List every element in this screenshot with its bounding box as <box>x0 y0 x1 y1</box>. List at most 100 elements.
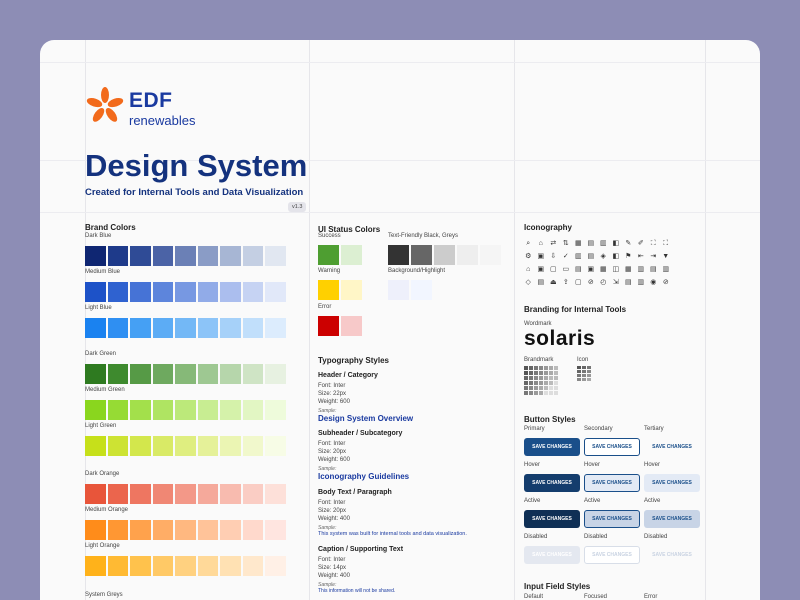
save-changes-button[interactable]: SAVE CHANGES <box>644 510 700 528</box>
color-swatch[interactable] <box>242 520 263 540</box>
color-swatch[interactable] <box>197 364 218 384</box>
color-swatch[interactable] <box>388 245 409 265</box>
color-swatch[interactable] <box>107 400 128 420</box>
color-swatch[interactable] <box>318 280 339 300</box>
color-swatch[interactable] <box>152 246 173 266</box>
color-swatch[interactable] <box>85 556 106 576</box>
color-swatch[interactable] <box>107 484 128 504</box>
color-swatch[interactable] <box>265 520 286 540</box>
color-swatch[interactable] <box>175 484 196 504</box>
color-swatch[interactable] <box>220 364 241 384</box>
color-swatch[interactable] <box>107 364 128 384</box>
color-swatch[interactable] <box>341 245 362 265</box>
color-swatch[interactable] <box>242 318 263 338</box>
color-swatch[interactable] <box>242 484 263 504</box>
color-swatch[interactable] <box>175 520 196 540</box>
color-swatch[interactable] <box>220 520 241 540</box>
color-swatch[interactable] <box>457 245 478 265</box>
save-changes-button[interactable]: SAVE CHANGES <box>524 474 580 492</box>
color-swatch[interactable] <box>152 436 173 456</box>
color-swatch[interactable] <box>130 282 151 302</box>
color-swatch[interactable] <box>220 400 241 420</box>
save-changes-button[interactable]: SAVE CHANGES <box>652 444 692 450</box>
color-swatch[interactable] <box>197 246 218 266</box>
color-swatch[interactable] <box>220 282 241 302</box>
color-swatch[interactable] <box>197 282 218 302</box>
color-swatch[interactable] <box>220 556 241 576</box>
color-swatch[interactable] <box>242 436 263 456</box>
save-changes-button[interactable]: SAVE CHANGES <box>644 474 700 492</box>
color-swatch[interactable] <box>107 246 128 266</box>
color-swatch[interactable] <box>197 556 218 576</box>
color-swatch[interactable] <box>152 400 173 420</box>
color-swatch[interactable] <box>220 436 241 456</box>
color-swatch[interactable] <box>130 520 151 540</box>
color-swatch[interactable] <box>388 280 409 300</box>
color-swatch[interactable] <box>242 364 263 384</box>
color-swatch[interactable] <box>175 246 196 266</box>
color-swatch[interactable] <box>265 282 286 302</box>
color-swatch[interactable] <box>265 400 286 420</box>
color-swatch[interactable] <box>220 318 241 338</box>
color-swatch[interactable] <box>341 280 362 300</box>
color-swatch[interactable] <box>220 246 241 266</box>
color-swatch[interactable] <box>318 316 339 336</box>
color-swatch[interactable] <box>152 318 173 338</box>
color-swatch[interactable] <box>85 246 106 266</box>
save-changes-button[interactable]: SAVE CHANGES <box>584 546 640 564</box>
color-swatch[interactable] <box>242 246 263 266</box>
color-swatch[interactable] <box>85 282 106 302</box>
color-swatch[interactable] <box>197 400 218 420</box>
color-swatch[interactable] <box>318 245 339 265</box>
color-swatch[interactable] <box>130 246 151 266</box>
color-swatch[interactable] <box>242 556 263 576</box>
color-swatch[interactable] <box>107 436 128 456</box>
color-swatch[interactable] <box>107 520 128 540</box>
color-swatch[interactable] <box>220 484 241 504</box>
color-swatch[interactable] <box>107 282 128 302</box>
color-swatch[interactable] <box>265 364 286 384</box>
color-swatch[interactable] <box>265 246 286 266</box>
color-swatch[interactable] <box>130 400 151 420</box>
color-swatch[interactable] <box>152 364 173 384</box>
color-swatch[interactable] <box>175 318 196 338</box>
color-swatch[interactable] <box>197 318 218 338</box>
color-swatch[interactable] <box>197 484 218 504</box>
save-changes-button[interactable]: SAVE CHANGES <box>584 510 640 528</box>
color-swatch[interactable] <box>85 318 106 338</box>
color-swatch[interactable] <box>85 364 106 384</box>
color-swatch[interactable] <box>107 556 128 576</box>
color-swatch[interactable] <box>85 484 106 504</box>
color-swatch[interactable] <box>341 316 362 336</box>
color-swatch[interactable] <box>130 436 151 456</box>
color-swatch[interactable] <box>434 245 455 265</box>
color-swatch[interactable] <box>175 364 196 384</box>
color-swatch[interactable] <box>85 520 106 540</box>
save-changes-button[interactable]: SAVE CHANGES <box>524 546 580 564</box>
color-swatch[interactable] <box>480 245 501 265</box>
save-changes-button[interactable]: SAVE CHANGES <box>584 474 640 492</box>
color-swatch[interactable] <box>152 520 173 540</box>
color-swatch[interactable] <box>242 400 263 420</box>
color-swatch[interactable] <box>242 282 263 302</box>
color-swatch[interactable] <box>175 436 196 456</box>
color-swatch[interactable] <box>130 484 151 504</box>
color-swatch[interactable] <box>265 436 286 456</box>
color-swatch[interactable] <box>130 364 151 384</box>
color-swatch[interactable] <box>265 318 286 338</box>
save-changes-button[interactable]: SAVE CHANGES <box>584 438 640 456</box>
color-swatch[interactable] <box>411 245 432 265</box>
save-changes-button[interactable]: SAVE CHANGES <box>524 510 580 528</box>
color-swatch[interactable] <box>130 556 151 576</box>
color-swatch[interactable] <box>175 556 196 576</box>
color-swatch[interactable] <box>107 318 128 338</box>
save-changes-button[interactable]: SAVE CHANGES <box>524 438 580 456</box>
color-swatch[interactable] <box>85 436 106 456</box>
color-swatch[interactable] <box>175 282 196 302</box>
color-swatch[interactable] <box>152 556 173 576</box>
color-swatch[interactable] <box>265 484 286 504</box>
save-changes-button[interactable]: SAVE CHANGES <box>652 552 692 558</box>
color-swatch[interactable] <box>411 280 432 300</box>
color-swatch[interactable] <box>130 318 151 338</box>
color-swatch[interactable] <box>152 282 173 302</box>
